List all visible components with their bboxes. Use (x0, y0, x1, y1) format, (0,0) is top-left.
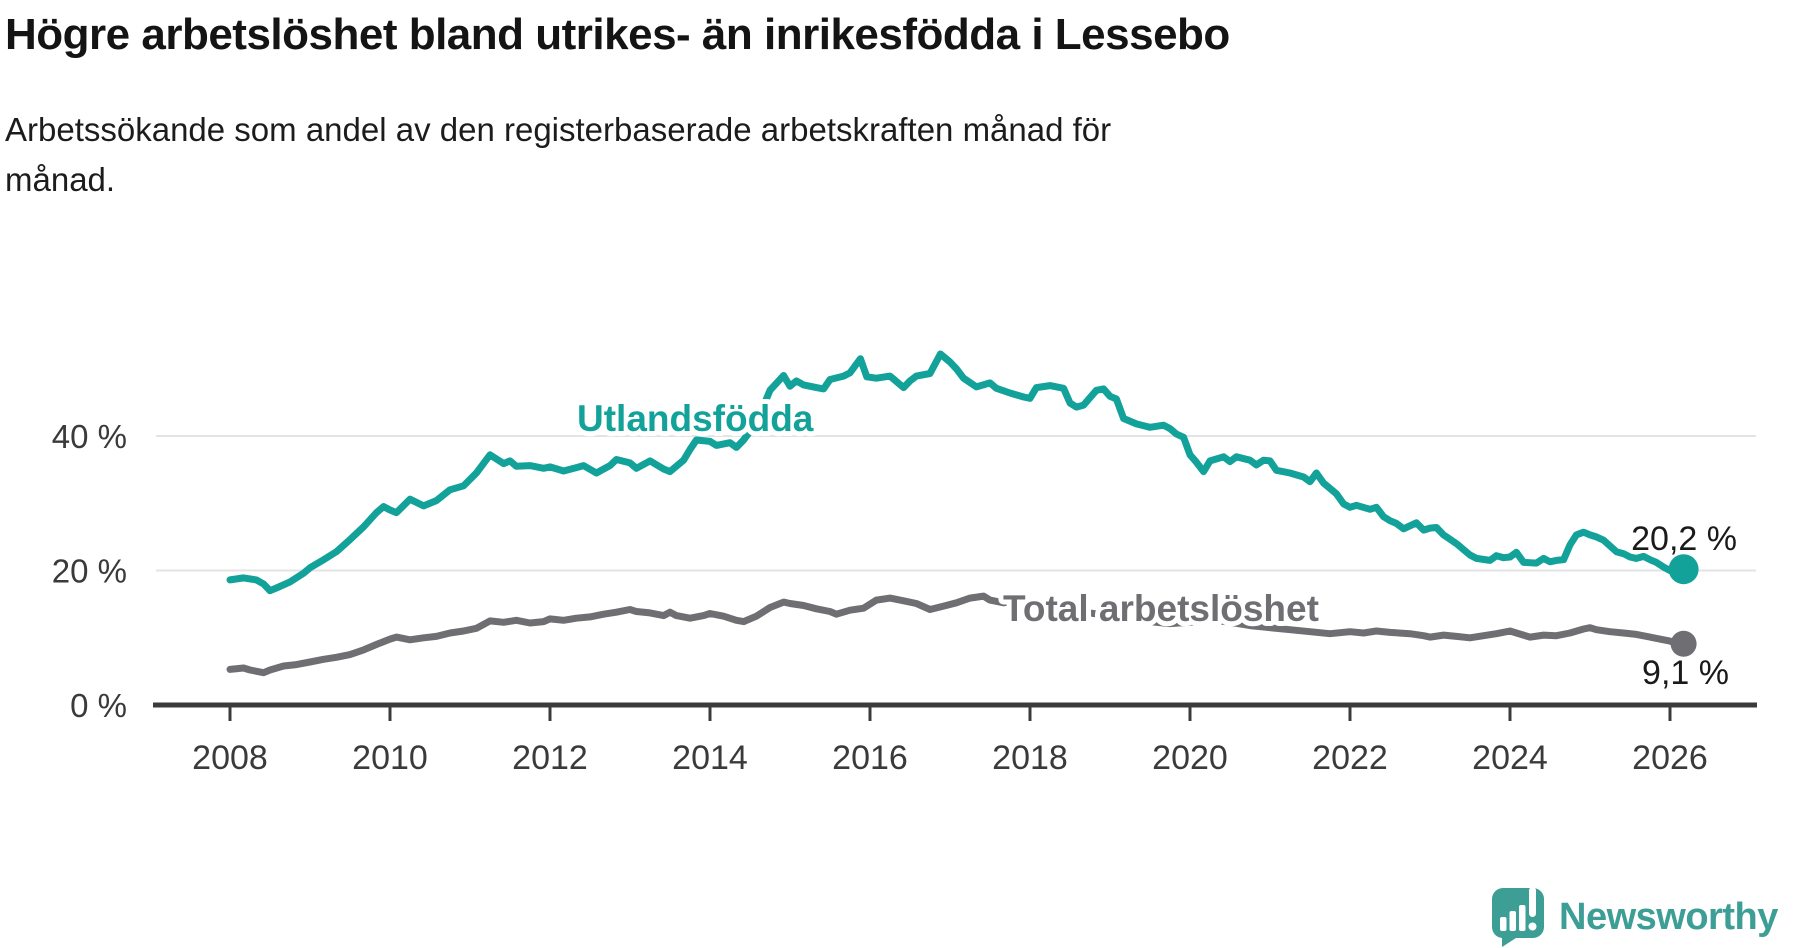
x-axis-label-2008: 2008 (192, 739, 268, 777)
chart-subtitle: Arbetssökande som andel av den registerb… (5, 105, 1605, 205)
x-axis-label-2018: 2018 (992, 739, 1068, 777)
chart-title: Högre arbetslöshet bland utrikes- än inr… (5, 10, 1230, 59)
series-line-utlandsf-dda (226, 350, 1688, 595)
y-axis-label-0: 0 % (70, 687, 127, 724)
x-axis-label-2022: 2022 (1312, 739, 1388, 777)
series-end-dot-total-arbetsl-shet (1670, 630, 1697, 657)
series-line-total-arbetsl-shet (226, 592, 1688, 677)
x-axis-label-2024: 2024 (1472, 739, 1548, 777)
y-axis-label-20: 20 % (52, 553, 127, 590)
y-axis-label-40: 40 % (52, 418, 127, 455)
series-end-dot-utlandsf-dda (1668, 554, 1699, 585)
newsworthy-logo-text: Newsworthy (1559, 895, 1778, 938)
x-axis-label-2012: 2012 (512, 739, 588, 777)
chart-subtitle-line2: månad. (5, 160, 116, 198)
series-label-total-arbetsl-shet: Total arbetslöshet (1003, 588, 1319, 629)
x-axis-label-2010: 2010 (352, 739, 428, 777)
chart-subtitle-line1: Arbetssökande som andel av den registerb… (5, 110, 1112, 148)
chart-header: Högre arbetslöshet bland utrikes- än inr… (5, 10, 1605, 205)
x-axis-label-2014: 2014 (672, 739, 748, 777)
newsworthy-logo-icon (1491, 887, 1544, 947)
x-axis-label-2026: 2026 (1632, 739, 1708, 777)
newsworthy-logo: Newsworthy (1490, 886, 1778, 948)
x-axis-label-2016: 2016 (832, 739, 908, 777)
x-axis-label-2020: 2020 (1152, 739, 1228, 777)
series-label-utlandsf-dda: Utlandsfödda (577, 398, 814, 439)
end-value-label-total-arbetsl-shet: 9,1 % (1642, 654, 1729, 692)
end-value-label-utlandsf-dda: 20,2 % (1631, 520, 1737, 558)
